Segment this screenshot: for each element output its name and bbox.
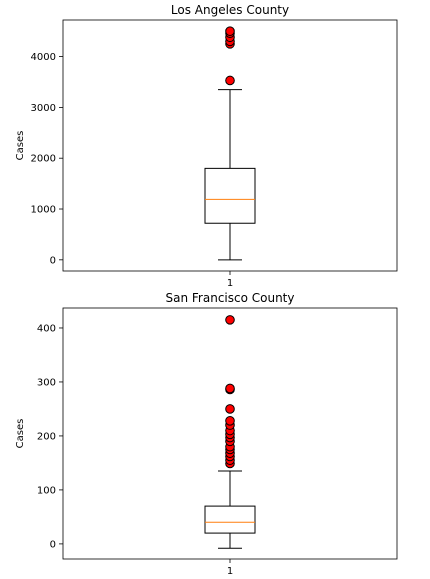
- y-tick-label: 3000: [31, 103, 56, 114]
- y-tick-label: 400: [37, 323, 56, 334]
- iqr-box: [204, 167, 256, 224]
- outlier-point: [225, 416, 235, 426]
- axes-frame: [62, 19, 398, 272]
- chart-los-angeles: Los Angeles County Cases 0 1000 2000 3000 4000…: [15, 3, 398, 289]
- y-tick-label: 0: [50, 539, 56, 550]
- y-tick-label: 1000: [31, 205, 56, 216]
- iqr-box: [204, 505, 256, 534]
- x-tick-label: 1: [227, 566, 233, 577]
- axes-frame: [62, 307, 398, 560]
- x-tick-label: 1: [227, 278, 233, 289]
- chart-title: San Francisco County: [166, 291, 295, 305]
- y-tick-label: 100: [37, 485, 56, 496]
- outlier-point: [225, 26, 235, 36]
- outlier-point: [225, 404, 235, 414]
- outlier-point: [225, 75, 235, 86]
- outlier-point: [225, 315, 235, 325]
- chart-san-francisco: San Francisco County Cases 0 100 200 300 400 1: [15, 291, 398, 577]
- y-tick-label: 2000: [31, 154, 56, 165]
- y-tick-label: 0: [50, 255, 56, 266]
- y-axis-label: Cases: [15, 419, 26, 449]
- outlier-point: [225, 383, 235, 394]
- y-axis-label: Cases: [15, 131, 26, 161]
- y-tick-label: 300: [37, 377, 56, 388]
- chart-title: Los Angeles County: [171, 3, 289, 17]
- y-tick-label: 200: [37, 431, 56, 442]
- y-tick-label: 4000: [31, 52, 56, 63]
